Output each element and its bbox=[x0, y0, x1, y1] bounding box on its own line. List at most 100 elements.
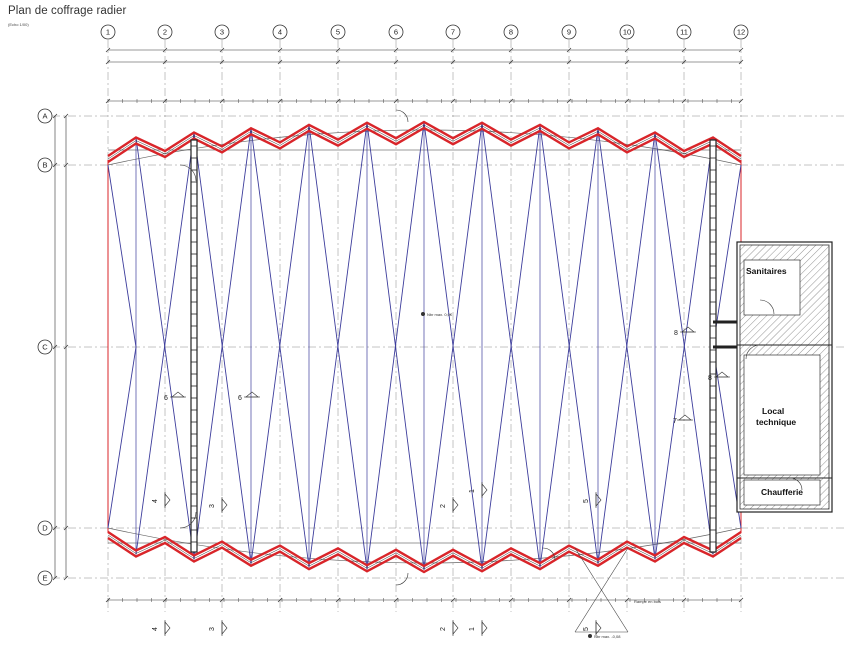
rampe-annotation: Rampe en bois bbox=[634, 599, 661, 604]
section-label: 1 bbox=[469, 489, 476, 493]
row-marker-circle bbox=[37, 339, 53, 355]
dimension-tick bbox=[63, 113, 69, 119]
column-marker-circle bbox=[214, 24, 230, 40]
diagonal-brace bbox=[597, 128, 656, 560]
section-label: 7 bbox=[673, 418, 677, 425]
door-swing bbox=[542, 547, 556, 561]
dimension-tick bbox=[63, 162, 69, 168]
row-markers: A B C D E bbox=[37, 108, 53, 586]
section-label: 4 bbox=[152, 499, 159, 503]
dimension-tick bbox=[162, 597, 168, 603]
dimension-tick bbox=[52, 575, 58, 581]
dimension-tick bbox=[738, 59, 744, 65]
room-sanitaires: Sanitaires bbox=[746, 266, 787, 276]
section-arrow-icon bbox=[171, 391, 185, 398]
diagonal-brace bbox=[654, 132, 714, 555]
dimension-tick bbox=[738, 47, 744, 53]
column-marker-circle bbox=[388, 24, 404, 40]
section-label: 6 bbox=[164, 395, 168, 402]
dimension-tick bbox=[566, 47, 572, 53]
grid-lines bbox=[52, 40, 844, 612]
technical-annex bbox=[736, 241, 833, 513]
dimension-tick bbox=[738, 597, 744, 603]
section-label: 4 bbox=[152, 627, 159, 631]
dimension-tick bbox=[52, 344, 58, 350]
dimension-tick bbox=[393, 98, 399, 104]
dimension-tick bbox=[335, 597, 341, 603]
dimension-tick bbox=[624, 98, 630, 104]
section-label: 2 bbox=[440, 627, 447, 631]
section-label: 2 bbox=[440, 504, 447, 508]
section-arrow-icon bbox=[678, 414, 692, 421]
dimension-tick bbox=[624, 47, 630, 53]
section-label: 6 bbox=[238, 395, 242, 402]
top-beam-outer bbox=[107, 120, 742, 158]
section-arrow-icon bbox=[452, 498, 459, 512]
dimension-tick bbox=[681, 47, 687, 53]
diagonal-brace bbox=[107, 164, 137, 348]
section-arrow-icon bbox=[221, 621, 228, 635]
column-marker-circle bbox=[503, 24, 519, 40]
inner-walls bbox=[179, 109, 741, 633]
dimension-tick bbox=[277, 98, 283, 104]
diagonal-brace bbox=[366, 121, 425, 570]
dimension-tick bbox=[52, 113, 58, 119]
dimension-tick bbox=[681, 597, 687, 603]
section-label: 1 bbox=[469, 627, 476, 631]
diagonal-brace bbox=[539, 128, 599, 568]
dimension-tick bbox=[52, 525, 58, 531]
section-label: 5 bbox=[583, 627, 590, 631]
section-label: 8 bbox=[674, 330, 678, 337]
dimension-tick bbox=[393, 597, 399, 603]
dimension-tick bbox=[335, 47, 341, 53]
dimension-tick bbox=[450, 597, 456, 603]
page-title: Plan de coffrage radier bbox=[8, 5, 127, 17]
section-arrow-icon bbox=[164, 621, 171, 635]
row-marker-label: E bbox=[42, 574, 47, 583]
diagonal-brace bbox=[107, 346, 137, 529]
row-marker-circle bbox=[37, 520, 53, 536]
section-label: 3 bbox=[209, 504, 216, 508]
dimension-tick bbox=[219, 47, 225, 53]
room-chaufferie: Chaufferie bbox=[761, 487, 803, 497]
dimension-tick bbox=[277, 597, 283, 603]
diagonal-brace bbox=[597, 132, 656, 564]
door-swing bbox=[395, 572, 409, 586]
door-swing bbox=[395, 109, 409, 123]
level-annotation-center: Nbr max. 0,0€ bbox=[427, 312, 453, 317]
diagonal-brace bbox=[712, 164, 742, 348]
section-arrow-icon bbox=[595, 493, 602, 507]
column-marker-label: 9 bbox=[567, 28, 571, 37]
dimension-tick bbox=[450, 47, 456, 53]
dimension-tick bbox=[277, 59, 283, 65]
column-marker-circle bbox=[561, 24, 577, 40]
room-local-technique-line2: technique bbox=[756, 417, 796, 427]
dimension-tick bbox=[335, 59, 341, 65]
diagonal-brace bbox=[193, 132, 252, 564]
dimension-tick bbox=[450, 59, 456, 65]
diagonal-bracing bbox=[107, 121, 742, 571]
dimension-tick bbox=[393, 47, 399, 53]
row-marker-label: D bbox=[42, 524, 48, 533]
dimension-tick bbox=[105, 59, 111, 65]
dimension-tick bbox=[508, 47, 514, 53]
diagonal-brace bbox=[193, 128, 252, 560]
column-marker-label: 10 bbox=[623, 28, 631, 37]
room-local-technique-line1: Local bbox=[762, 406, 784, 416]
diagonal-brace bbox=[481, 124, 541, 570]
column-marker-label: 7 bbox=[451, 28, 455, 37]
top-beam-inner bbox=[107, 126, 742, 164]
dimension-tick bbox=[219, 597, 225, 603]
dimension-tick bbox=[681, 59, 687, 65]
column-marker-circle bbox=[157, 24, 173, 40]
dimension-lines bbox=[52, 47, 744, 603]
dimension-tick bbox=[219, 59, 225, 65]
column-marker-circle bbox=[445, 24, 461, 40]
slab-outline bbox=[107, 129, 742, 564]
top-beam-core bbox=[107, 124, 742, 160]
row-marker-label: C bbox=[42, 343, 48, 352]
diagonal-brace bbox=[654, 137, 714, 560]
diagonal-brace bbox=[250, 124, 310, 564]
diagonal-brace bbox=[308, 122, 368, 568]
dimension-tick bbox=[105, 47, 111, 53]
